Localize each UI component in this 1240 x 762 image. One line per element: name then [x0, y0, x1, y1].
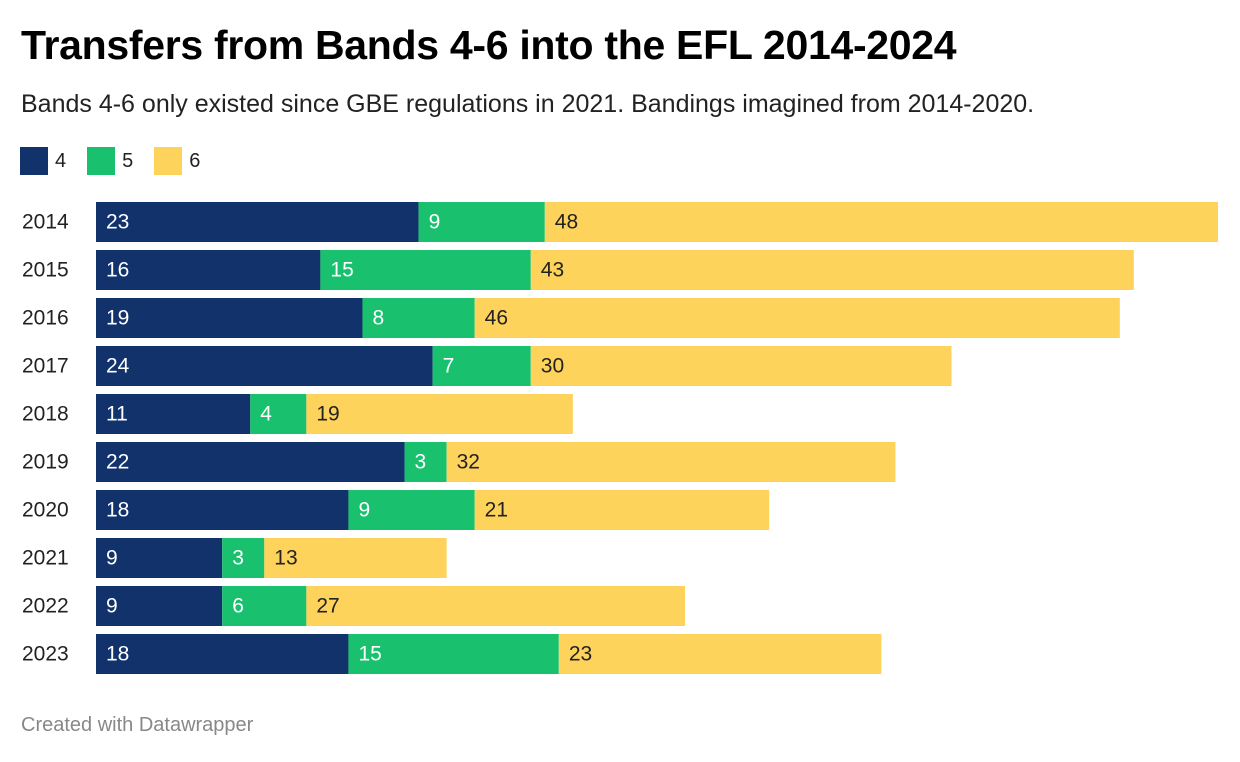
category-label-2014: 2014 [22, 211, 69, 234]
data-label-2017-band-5: 7 [443, 355, 455, 378]
legend-item-6: 6 [154, 147, 200, 175]
data-label-2016-band-4: 19 [106, 307, 129, 330]
category-label-2020: 2020 [22, 499, 69, 522]
data-label-2017-band-4: 24 [106, 355, 130, 378]
bar-2014-band-4 [96, 202, 419, 242]
data-label-2015-band-5: 15 [330, 259, 353, 282]
category-label-2017: 2017 [22, 355, 69, 378]
legend-item-4: 4 [20, 147, 66, 175]
bar-2021-band-5 [222, 538, 265, 578]
data-label-2020-band-5: 9 [358, 499, 370, 522]
category-label-2018: 2018 [22, 403, 69, 426]
data-label-2019-band-6: 32 [457, 451, 480, 474]
data-label-2021-band-5: 3 [232, 547, 244, 570]
data-label-2020-band-6: 21 [485, 499, 508, 522]
bar-2021-band-6 [264, 538, 447, 578]
legend-swatch-4 [20, 147, 48, 175]
category-label-2022: 2022 [22, 595, 69, 618]
bar-2014-band-6 [544, 202, 1218, 242]
data-label-2014-band-6: 48 [555, 211, 578, 234]
data-label-2016-band-5: 8 [372, 307, 384, 330]
data-label-2021-band-4: 9 [106, 547, 118, 570]
bar-2020-band-6 [474, 490, 770, 530]
data-label-2018-band-6: 19 [316, 403, 339, 426]
chart-subtitle: Bands 4-6 only existed since GBE regulat… [21, 90, 1035, 118]
bar-2016-band-6 [474, 298, 1120, 338]
data-label-2014-band-4: 23 [106, 211, 129, 234]
category-label-2016: 2016 [22, 307, 69, 330]
data-label-2021-band-6: 13 [274, 547, 297, 570]
bar-2017-band-6 [530, 346, 952, 386]
bar-2021-band-4 [96, 538, 223, 578]
category-label-2023: 2023 [22, 643, 69, 666]
data-label-2023-band-5: 15 [358, 643, 381, 666]
category-label-2019: 2019 [22, 451, 69, 474]
bar-2022-band-5 [222, 586, 307, 626]
data-label-2022-band-5: 6 [232, 595, 244, 618]
bar-2019-band-4 [96, 442, 405, 482]
bar-2019-band-5 [404, 442, 447, 482]
data-label-2014-band-5: 9 [429, 211, 441, 234]
data-label-2023-band-6: 23 [569, 643, 592, 666]
bar-2022-band-4 [96, 586, 223, 626]
bar-2023-band-4 [96, 634, 349, 674]
footer-credit: Created with Datawrapper [21, 714, 254, 736]
legend-label-5: 5 [122, 149, 134, 172]
bar-2015-band-4 [96, 250, 321, 290]
bar-2017-band-4 [96, 346, 433, 386]
legend: 4 5 6 [20, 146, 221, 176]
bar-2020-band-5 [348, 490, 475, 530]
data-label-2015-band-4: 16 [106, 259, 129, 282]
legend-label-4: 4 [55, 149, 67, 172]
chart-title: Transfers from Bands 4-6 into the EFL 20… [21, 22, 957, 68]
bar-2016-band-4 [96, 298, 363, 338]
bar-2017-band-5 [432, 346, 531, 386]
data-label-2022-band-4: 9 [106, 595, 118, 618]
data-label-2019-band-5: 3 [415, 451, 427, 474]
data-label-2022-band-6: 27 [316, 595, 339, 618]
bar-2023-band-6 [558, 634, 882, 674]
bar-2015-band-6 [530, 250, 1134, 290]
legend-swatch-5 [87, 147, 116, 175]
data-label-2015-band-6: 43 [541, 259, 564, 282]
bar-2020-band-4 [96, 490, 349, 530]
data-label-2020-band-4: 18 [106, 499, 129, 522]
bar-2018-band-6 [306, 394, 573, 434]
bar-2014-band-5 [418, 202, 545, 242]
bar-2019-band-6 [446, 442, 896, 482]
data-label-2018-band-5: 4 [260, 403, 272, 426]
data-label-2016-band-6: 46 [485, 307, 508, 330]
data-label-2018-band-4: 11 [106, 403, 128, 426]
bar-2015-band-5 [320, 250, 531, 290]
bar-2016-band-5 [362, 298, 475, 338]
bar-2018-band-5 [250, 394, 307, 434]
legend-label-6: 6 [189, 149, 201, 172]
bar-2018-band-4 [96, 394, 251, 434]
legend-item-5: 5 [87, 147, 133, 175]
bar-2022-band-6 [306, 586, 686, 626]
bar-2023-band-5 [348, 634, 559, 674]
data-label-2023-band-4: 18 [106, 643, 129, 666]
legend-swatch-6 [154, 147, 183, 175]
category-label-2021: 2021 [22, 547, 69, 570]
data-label-2019-band-4: 22 [106, 451, 129, 474]
data-label-2017-band-6: 30 [541, 355, 564, 378]
category-label-2015: 2015 [22, 259, 69, 282]
